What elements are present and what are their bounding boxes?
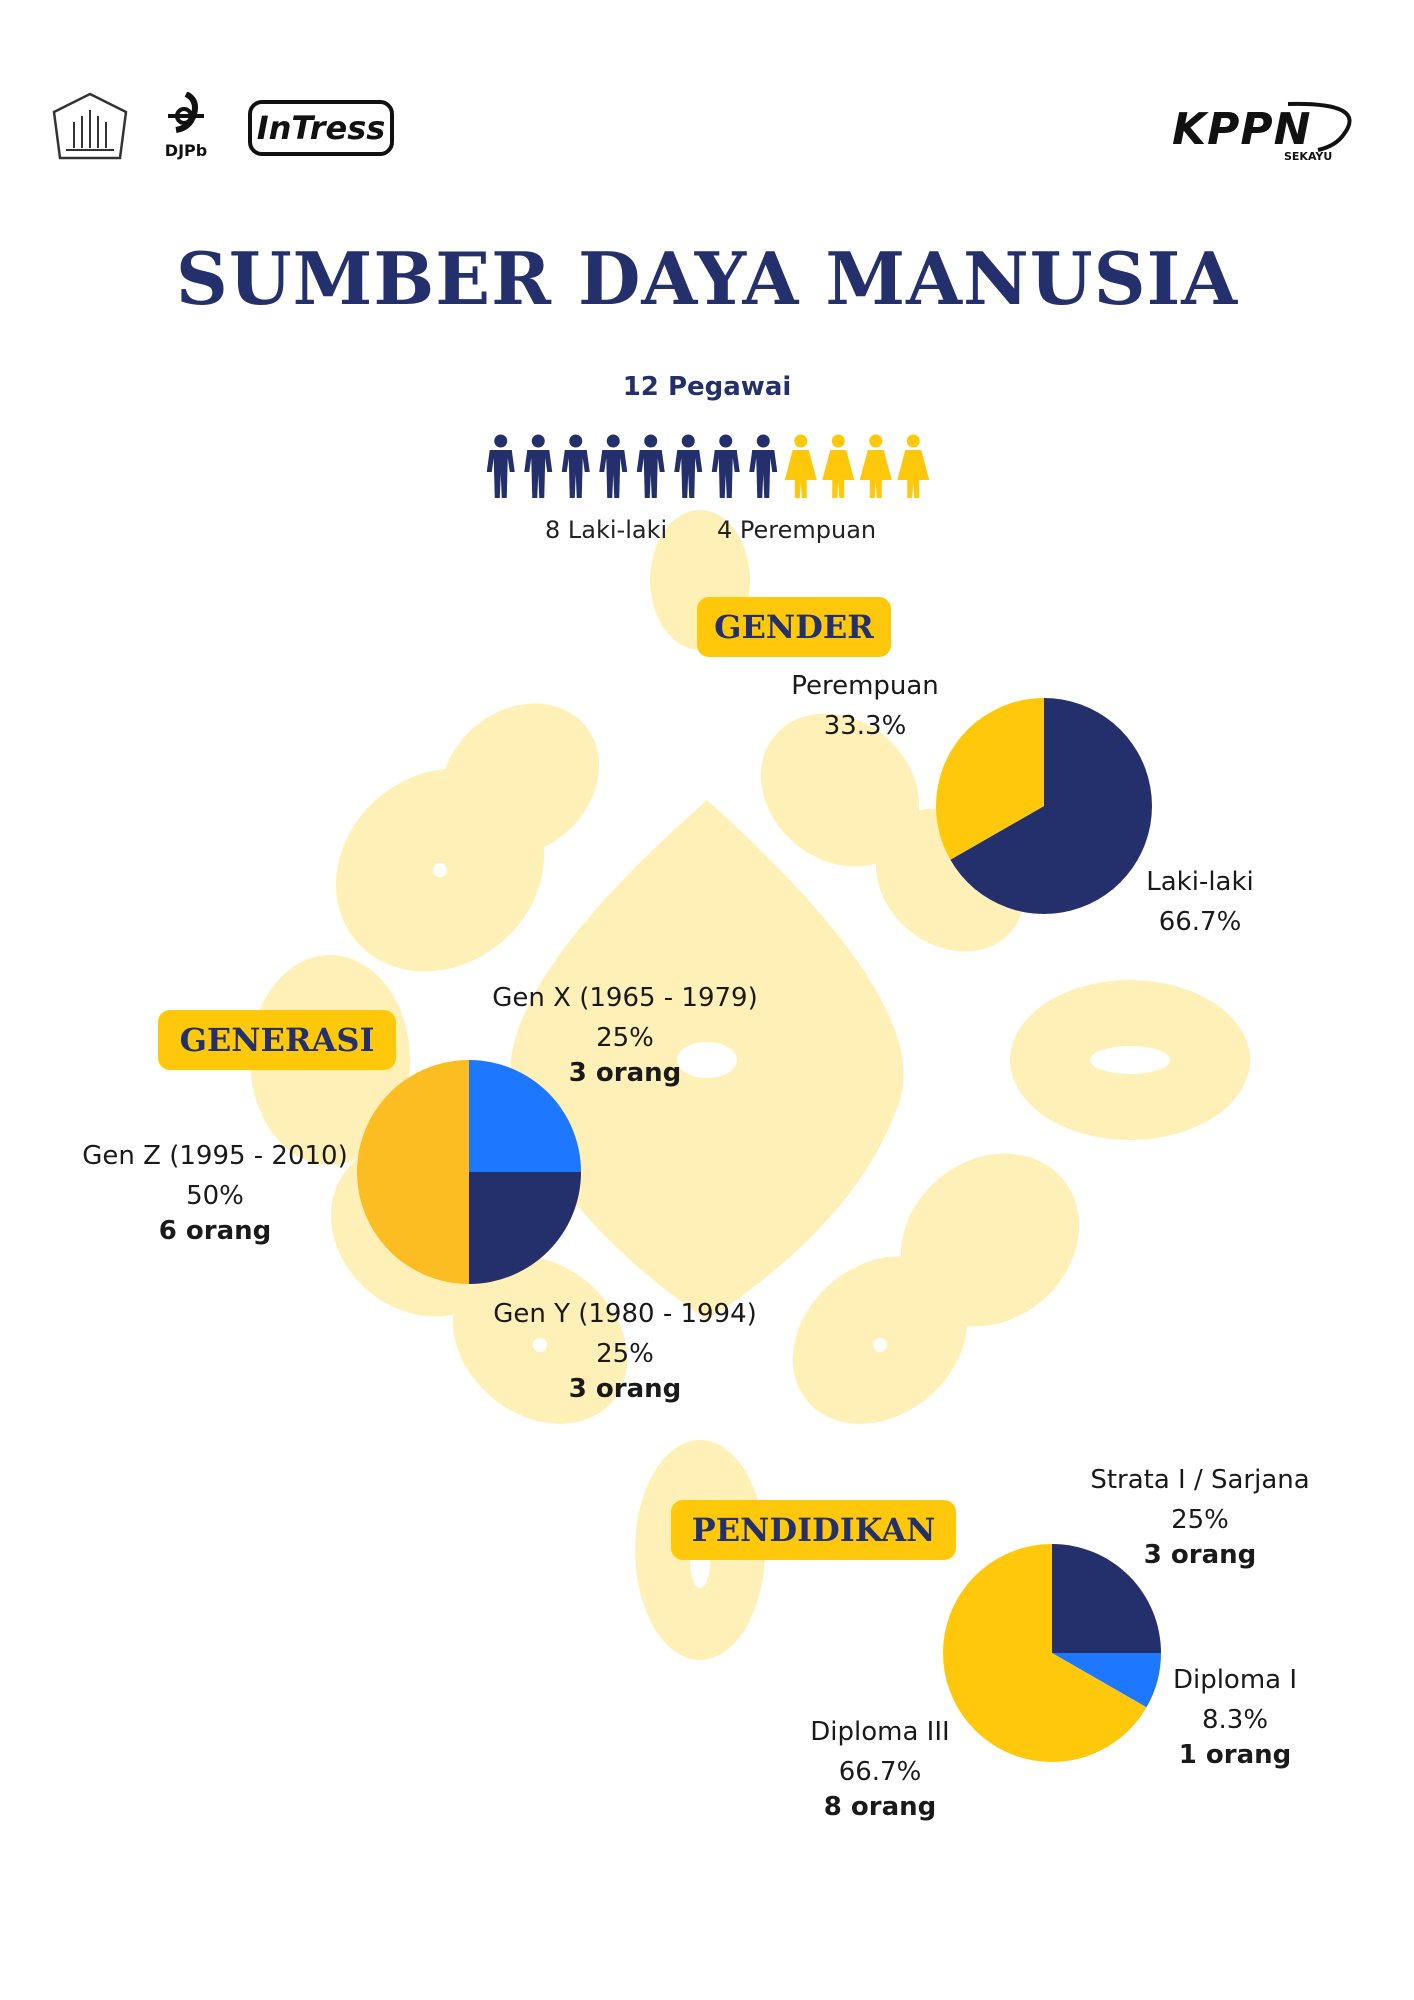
pie-slice-diploma-iii <box>943 1544 1147 1762</box>
label-name: Diploma I <box>1172 1665 1298 1695</box>
female-person-icon <box>859 434 892 498</box>
male-person-icon <box>486 434 515 498</box>
label-count: 1 orang <box>1178 1740 1292 1770</box>
label-count: 3 orang <box>568 1058 682 1088</box>
female-person-icon <box>897 434 930 498</box>
label-percent: 33.3% <box>823 711 907 741</box>
people-icons <box>482 434 932 500</box>
gender-section-title: GENDER <box>697 597 891 657</box>
female-count-label: 4 Perempuan <box>717 516 877 544</box>
gender-label-perempuan: Perempuan 33.3% <box>780 666 950 746</box>
label-name: Strata I / Sarjana <box>1090 1465 1310 1495</box>
male-count-label: 8 Laki-laki <box>545 516 668 544</box>
kppn-swoosh-icon <box>1287 101 1352 152</box>
label-name: Perempuan <box>791 671 939 701</box>
label-name: Gen X (1965 - 1979) <box>492 983 758 1013</box>
male-person-icon <box>636 434 665 498</box>
people-icons-svg <box>486 434 930 498</box>
label-count: 3 orang <box>568 1374 682 1404</box>
label-percent: 66.7% <box>838 1757 922 1787</box>
label-name: Gen Y (1980 - 1994) <box>493 1299 757 1329</box>
kppn-logo-text: KPPN <box>1172 104 1312 155</box>
djpb-emblem-icon <box>168 91 204 133</box>
male-person-icon <box>561 434 590 498</box>
label-percent: 25% <box>596 1339 654 1369</box>
pendidikan-pie-chart <box>943 1544 1161 1762</box>
generasi-section-title: GENERASI <box>158 1010 396 1070</box>
female-person-icon <box>784 434 817 498</box>
generasi-label-gen-x: Gen X (1965 - 1979) 25% 3 orang <box>480 978 770 1088</box>
djpb-logo-text: DJPb <box>164 141 208 160</box>
kppn-logo-subtext: SEKAYU <box>1284 150 1333 163</box>
page-title: SUMBER DAYA MANUSIA <box>175 236 1239 321</box>
label-percent: 25% <box>1171 1505 1229 1535</box>
label-percent: 8.3% <box>1201 1705 1269 1735</box>
label-count: 8 orang <box>823 1792 937 1822</box>
label-percent: 50% <box>186 1181 244 1211</box>
pendidikan-section-title: PENDIDIKAN <box>671 1500 956 1560</box>
label-name: Gen Z (1995 - 2010) <box>82 1141 348 1171</box>
generasi-label-gen-y: Gen Y (1980 - 1994) 25% 3 orang <box>480 1294 770 1404</box>
gender-pie-chart <box>936 698 1152 914</box>
pie-slice-laki-laki <box>950 698 1152 914</box>
male-person-icon <box>524 434 553 498</box>
intress-logo-text: InTress <box>256 109 386 147</box>
kppn-logo: KPPN SEKAYU <box>1168 98 1368 168</box>
label-percent: 66.7% <box>1158 907 1242 937</box>
pendidikan-label-diploma-iii: Diploma III 66.7% 8 orang <box>780 1712 980 1822</box>
label-percent: 25% <box>596 1023 654 1053</box>
kemenkeu-logo <box>50 92 130 164</box>
male-person-icon <box>674 434 703 498</box>
male-person-icon <box>749 434 778 498</box>
label-count: 6 orang <box>158 1216 272 1246</box>
gender-label-laki-laki: Laki-laki 66.7% <box>1130 862 1270 942</box>
generasi-pie-chart <box>357 1060 581 1284</box>
pie-slice-gen-y-1980-1994 <box>469 1172 581 1284</box>
label-count: 3 orang <box>1143 1540 1257 1570</box>
generasi-label-gen-z: Gen Z (1995 - 2010) 50% 6 orang <box>70 1136 360 1246</box>
label-name: Laki-laki <box>1146 867 1254 897</box>
female-person-icon <box>822 434 855 498</box>
pendidikan-label-sarjana: Strata I / Sarjana 25% 3 orang <box>1070 1460 1330 1570</box>
pie-slice-diploma-i <box>1052 1653 1161 1708</box>
pie-slice-strata-i-sarjana <box>1052 1544 1161 1653</box>
pie-slice-gen-z-1995-2010 <box>357 1060 469 1284</box>
male-person-icon <box>711 434 740 498</box>
male-person-icon <box>599 434 628 498</box>
djpb-logo: DJPb <box>156 91 216 164</box>
employee-total: 12 Pegawai <box>622 372 792 402</box>
motif-petal <box>760 713 920 867</box>
pendidikan-label-diploma-i: Diploma I 8.3% 1 orang <box>1150 1660 1320 1770</box>
pie-slice-gen-x-1965-1979 <box>469 1060 581 1172</box>
pie-slice-perempuan <box>936 698 1044 860</box>
label-name: Diploma III <box>810 1717 950 1747</box>
motif-petal <box>440 703 600 857</box>
motif-petal <box>900 1153 1080 1327</box>
intress-logo: InTress <box>248 100 394 156</box>
